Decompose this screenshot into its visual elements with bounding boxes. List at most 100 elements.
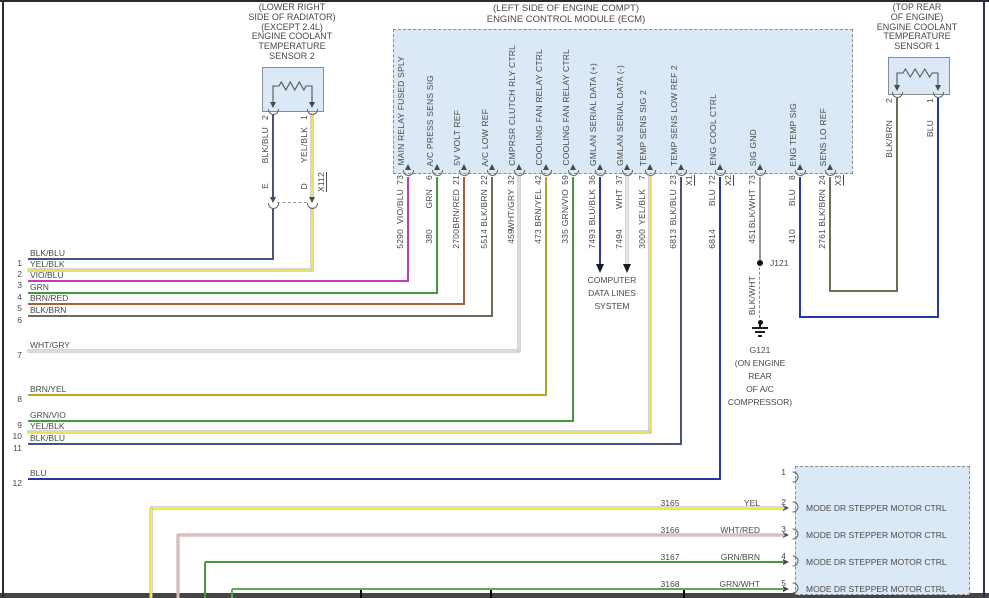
row-number: 4 xyxy=(17,292,22,302)
wire-color-label: BLK/BLU xyxy=(260,127,270,164)
circuit-number: 3165 xyxy=(660,498,680,508)
stepper-motor-box xyxy=(795,466,970,595)
wire-end-arrow xyxy=(646,164,653,170)
wire-end-arrow xyxy=(796,164,803,170)
wire xyxy=(829,177,831,292)
wire-end-arrow xyxy=(596,164,603,170)
wire xyxy=(896,98,898,291)
frame-border-left xyxy=(2,0,4,598)
row-number: 5 xyxy=(17,303,22,313)
pin-number: 23 xyxy=(668,175,678,185)
frame-border-top xyxy=(0,0,989,2)
wire-color-label: BLK/BRN xyxy=(817,189,827,227)
pin-number: 36 xyxy=(587,175,597,185)
gmlan-offpage-arrow xyxy=(622,264,631,273)
ecm-signal-label: A/C PRESS SENS SIG xyxy=(425,74,435,166)
wire-color-label: YEL/BLK xyxy=(30,259,65,269)
wire xyxy=(572,177,574,421)
splice-dot xyxy=(757,260,763,266)
wire-color-label: VIO/BLU xyxy=(395,189,405,224)
wire-end-arrow xyxy=(269,197,276,203)
ecm-signal-label: CMPRSR CLUTCH RLY CTRL xyxy=(507,45,517,166)
wire-color-label: GRN/VIO xyxy=(30,410,66,420)
connector-id: X2 xyxy=(723,175,733,186)
row-number: 10 xyxy=(12,431,22,441)
circuit-number: 335 xyxy=(560,229,570,244)
wire-color-label: BLK/BLU xyxy=(668,189,678,226)
connector-id: X112 xyxy=(316,172,326,193)
frame-bottom-bar xyxy=(0,593,989,598)
frame-bottom-tick xyxy=(490,589,492,598)
row-number: 11 xyxy=(13,443,22,453)
wire xyxy=(545,177,547,395)
circuit-number: 7493 xyxy=(587,229,597,249)
circuit-number: 5514 xyxy=(479,229,489,249)
wire xyxy=(28,478,721,480)
ecm-signal-label: TEMP SENS SIG 2 xyxy=(638,89,648,166)
wire-end-arrow xyxy=(783,558,789,565)
wire xyxy=(28,303,465,305)
row-number: 2 xyxy=(17,269,22,279)
ecm-signal-label: COOLING FAN RELAY CTRL xyxy=(534,49,544,166)
ecm-signal-label: A/C LOW REF xyxy=(480,108,490,166)
wire xyxy=(28,350,520,352)
wire-end-arrow xyxy=(433,164,440,170)
ecm-signal-label: COOLING FAN RELAY CTRL xyxy=(561,49,571,166)
wire-end-arrow xyxy=(783,504,789,511)
circuit-number: 3000 xyxy=(637,229,647,249)
wire xyxy=(626,177,628,264)
wire xyxy=(830,290,898,292)
sensor1-box xyxy=(888,57,950,95)
wire xyxy=(177,535,179,598)
stepper-signal-label: MODE DR STEPPER MOTOR CTRL xyxy=(806,530,947,540)
pin-number: 1 xyxy=(299,115,309,120)
wire-color-label: BLK/BRN xyxy=(30,305,67,315)
wire-end-arrow xyxy=(308,197,315,203)
wire-end-arrow xyxy=(542,164,549,170)
pin-number: 24 xyxy=(817,175,827,185)
splice-label: J121 xyxy=(770,258,789,268)
circuit-number: 2761 xyxy=(817,229,827,249)
wire-end-arrow xyxy=(756,164,763,170)
ecm-signal-label: GMLAN SERIAL DATA (+) xyxy=(588,63,598,166)
row-number: 6 xyxy=(17,315,22,325)
ecm-signal-label: TEMP SENS LOW REF 2 xyxy=(669,65,679,166)
wire xyxy=(28,292,438,294)
circuit-number: 2700 xyxy=(451,229,461,249)
pin-number: 1 xyxy=(781,467,786,477)
wire-color-label: BRN/YEL xyxy=(30,384,67,394)
pin-number: 37 xyxy=(614,175,624,185)
wire xyxy=(599,177,601,264)
resistor-symbol xyxy=(894,67,941,91)
ecm-signal-label: 5V VOLT REF xyxy=(452,110,462,166)
frame-bottom-tick xyxy=(360,589,362,598)
wire xyxy=(231,589,233,598)
wire xyxy=(28,315,493,317)
pin-number: 3 xyxy=(781,524,786,534)
wire xyxy=(799,177,801,318)
wire-color-label: BLU xyxy=(925,120,935,138)
wire xyxy=(755,331,765,333)
wire xyxy=(28,394,547,396)
circuit-number: 459 xyxy=(506,229,516,244)
wire-end-arrow xyxy=(716,164,723,170)
pin-number: 42 xyxy=(533,175,543,185)
wire-color-label: BRN/YEL xyxy=(533,189,543,227)
wire-color-label: BRN/RED xyxy=(451,189,461,229)
wire xyxy=(463,177,465,304)
wire-color-label: YEL xyxy=(743,498,760,508)
wire-end-arrow xyxy=(677,164,684,170)
frame-bottom-tick xyxy=(683,589,685,598)
pin-number: 73 xyxy=(395,175,405,185)
wire-color-label: BLK/BRN xyxy=(884,120,894,158)
ecm-box xyxy=(393,29,853,174)
circuit-number: 380 xyxy=(424,229,434,244)
wire-color-label: WHT xyxy=(614,189,624,209)
wire-color-label: BLU xyxy=(787,189,797,207)
ecm-signal-label: MAIN RELAY FUSED SPLY xyxy=(396,56,406,166)
connector-cavity-letter: E xyxy=(260,183,270,189)
sensor2-header: (LOWER RIGHT SIDE OF RADIATOR) (EXCEPT 2… xyxy=(248,2,336,61)
ecm-signal-label: ENG TEMP SIG xyxy=(788,102,798,167)
wire-end-arrow xyxy=(515,164,522,170)
wire-color-label: YEL/BLK xyxy=(299,127,309,163)
